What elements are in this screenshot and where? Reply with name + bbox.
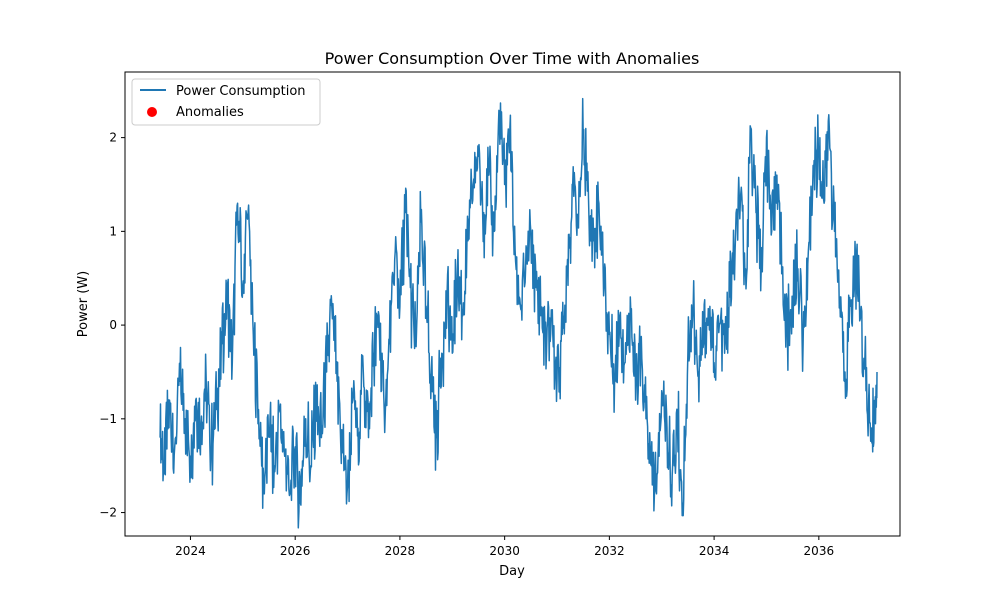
x-tick-label: 2024 — [175, 544, 206, 558]
legend: Power Consumption Anomalies — [131, 78, 321, 126]
legend-box — [131, 78, 321, 126]
x-tick-label: 2026 — [280, 544, 311, 558]
y-axis: −2 −1 0 1 2 — [99, 131, 125, 520]
x-tick-label: 2032 — [594, 544, 625, 558]
x-axis: 2024 2026 2028 2030 2032 2034 2036 — [175, 536, 834, 558]
x-tick-label: 2036 — [804, 544, 835, 558]
legend-label-anomalies: Anomalies — [176, 105, 244, 120]
legend-marker-swatch — [147, 107, 157, 117]
x-tick-label: 2028 — [385, 544, 416, 558]
y-tick-label: 1 — [109, 224, 117, 238]
x-axis-label: Day — [499, 564, 525, 579]
legend-label-power: Power Consumption — [176, 84, 306, 99]
power-consumption-line — [159, 97, 878, 529]
y-axis-label: Power (W) — [76, 271, 91, 337]
x-tick-label: 2034 — [699, 544, 730, 558]
series-layer — [159, 97, 878, 529]
x-tick-label: 2030 — [489, 544, 520, 558]
y-tick-label: 0 — [109, 318, 117, 332]
plot-area — [124, 71, 901, 537]
chart-title: Power Consumption Over Time with Anomali… — [325, 49, 700, 68]
y-tick-label: −1 — [99, 412, 117, 426]
y-tick-label: 2 — [109, 131, 117, 145]
plot-frame — [124, 71, 901, 537]
y-tick-label: −2 — [99, 506, 117, 520]
